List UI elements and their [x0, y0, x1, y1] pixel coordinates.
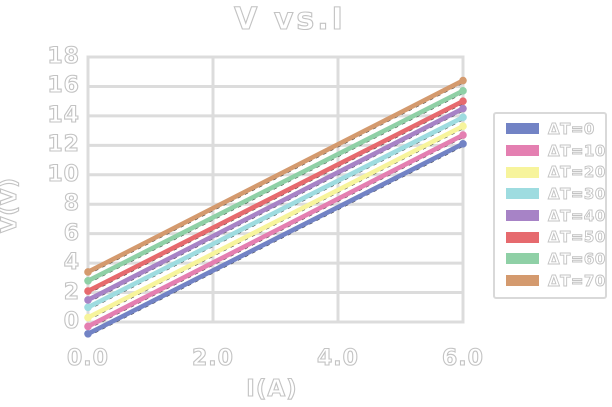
legend-label: ΔT=60 — [548, 249, 606, 269]
legend-swatch — [506, 123, 539, 135]
series-line — [85, 106, 466, 303]
x-tick-label: 0.0 — [66, 345, 109, 371]
legend-swatch — [506, 145, 539, 157]
chart-title: V vs.I — [234, 1, 346, 37]
legend-swatch — [506, 253, 539, 265]
series-marker — [459, 87, 467, 95]
series-line — [85, 115, 466, 310]
legend-item: ΔT=10 — [506, 140, 606, 162]
series-marker — [84, 296, 92, 304]
legend-item: ΔT=20 — [506, 161, 606, 183]
legend-label: ΔT=0 — [548, 119, 595, 138]
legend-item: ΔT=50 — [506, 226, 606, 248]
y-tick-label: 6 — [63, 220, 80, 246]
y-tick-label: 14 — [47, 102, 80, 128]
y-tick-label: 4 — [63, 250, 80, 276]
x-tick-label: 2.0 — [191, 345, 234, 371]
series-marker — [459, 97, 467, 105]
legend-swatch — [506, 231, 539, 243]
y-tick-label: 16 — [47, 73, 80, 99]
series-marker — [84, 287, 92, 295]
y-tick-label: 18 — [47, 43, 80, 69]
legend-label: ΔT=30 — [548, 184, 606, 203]
series-line — [85, 88, 466, 284]
legend-swatch — [506, 166, 539, 178]
legend-swatch — [506, 210, 539, 222]
series-marker — [459, 76, 467, 85]
series-marker — [459, 104, 467, 113]
series-marker — [84, 322, 92, 331]
legend-swatch — [506, 275, 539, 287]
y-tick-label: 0 — [63, 308, 80, 334]
series-marker — [84, 268, 92, 276]
legend-label: ΔT=10 — [548, 141, 606, 160]
series-marker — [459, 113, 467, 122]
y-tick-label: 8 — [63, 191, 80, 217]
series-marker — [459, 140, 467, 148]
series-marker — [459, 131, 467, 139]
series-line — [85, 98, 466, 294]
legend-label: ΔT=20 — [548, 163, 606, 182]
legend: ΔT=0 ΔT=10 ΔT=20 ΔT=30 ΔT=40 ΔT=50 ΔT=60 ΔT=70 — [493, 112, 607, 299]
x-tick-label: 4.0 — [316, 345, 359, 371]
legend-label: ΔT=50 — [548, 228, 606, 247]
series-marker — [84, 303, 92, 312]
y-tick-label: 2 — [63, 279, 80, 305]
legend-item: ΔT=0 — [506, 118, 605, 140]
series-marker — [84, 329, 92, 338]
series-marker — [459, 122, 467, 130]
series-marker — [84, 313, 92, 322]
series-line — [85, 78, 466, 275]
legend-item: ΔT=30 — [506, 183, 606, 205]
series-line — [85, 141, 466, 337]
y-axis-label: V(V) — [0, 177, 22, 234]
legend-swatch — [506, 188, 539, 200]
legend-item: ΔT=60 — [506, 248, 606, 270]
legend-label: ΔT=70 — [548, 271, 606, 290]
series-line — [85, 132, 466, 329]
series-marker — [84, 276, 92, 285]
x-tick-label: 6.0 — [441, 345, 484, 371]
y-tick-label: 12 — [47, 132, 80, 158]
legend-label: ΔT=40 — [548, 206, 606, 225]
y-tick-label: 10 — [47, 161, 80, 187]
legend-item: ΔT=70 — [506, 270, 606, 292]
legend-item: ΔT=40 — [506, 205, 606, 227]
x-axis-label: I(A) — [246, 375, 298, 402]
series-line — [85, 123, 466, 320]
